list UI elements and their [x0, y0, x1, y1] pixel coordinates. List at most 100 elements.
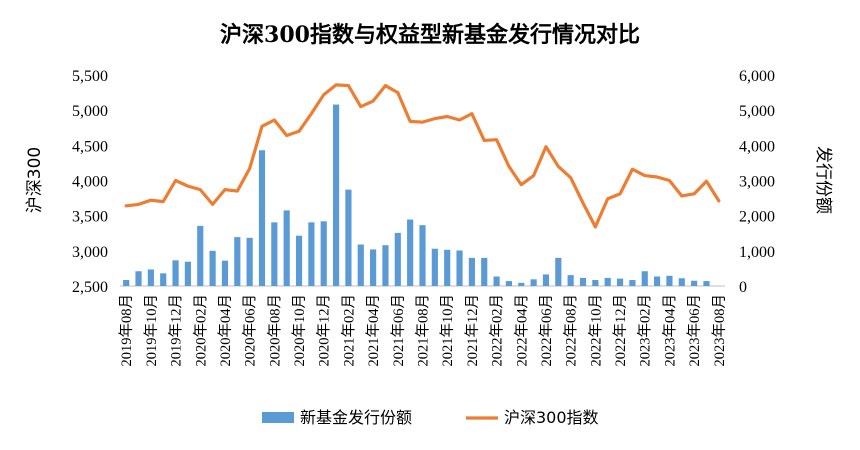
x-tick-label: 2019年10月: [143, 294, 160, 367]
y-right-tick-label: 4,000: [739, 138, 775, 155]
bar: [567, 275, 574, 286]
bar: [629, 280, 636, 286]
bar: [234, 237, 241, 286]
bar: [123, 280, 130, 286]
x-tick-label: 2019年08月: [118, 294, 135, 367]
y-right-axis-title: 发行份额: [813, 146, 833, 214]
x-tick-label: 2020年02月: [192, 294, 209, 367]
bar: [246, 237, 253, 286]
y-right-tick-label: 0: [739, 279, 747, 296]
x-tick-label: 2021年06月: [390, 294, 407, 367]
x-tick-label: 2020年10月: [291, 294, 308, 367]
bar: [691, 280, 698, 286]
bar: [221, 260, 229, 286]
bar: [530, 279, 537, 286]
bar: [209, 250, 216, 286]
x-tick-label: 2022年12月: [612, 294, 629, 367]
bar: [678, 278, 685, 286]
y-left-tick-label: 5,500: [72, 68, 108, 85]
line-layer: [124, 83, 721, 229]
bar: [160, 273, 167, 286]
bar: [147, 269, 154, 286]
x-tick-label: 2019年12月: [168, 294, 185, 367]
bar: [444, 249, 451, 286]
bar: [394, 232, 401, 286]
bar: [295, 235, 303, 286]
y-left-tick-label: 5,000: [72, 103, 108, 120]
bars-layer: [123, 104, 710, 286]
y-left-tick-label: 4,000: [72, 174, 108, 191]
legend-bar-swatch: [262, 412, 294, 423]
x-tick-label: 2023年02月: [637, 294, 654, 367]
bar: [518, 282, 525, 286]
x-tick-label: 2021年12月: [464, 294, 481, 367]
bar: [555, 257, 562, 286]
x-tick-label: 2020年12月: [316, 294, 333, 367]
x-tick-label: 2021年10月: [439, 294, 456, 367]
y-left-tick-label: 3,000: [72, 244, 108, 261]
bar: [542, 274, 550, 286]
bar: [505, 281, 513, 286]
bar: [468, 257, 475, 286]
bar: [654, 276, 661, 286]
y-left-axis-title: 沪深300: [25, 147, 45, 213]
index-line: [124, 83, 721, 229]
bar: [616, 278, 624, 286]
bar: [481, 257, 488, 286]
bar: [271, 222, 278, 286]
bar: [407, 219, 414, 286]
x-tick-label: 2021年08月: [415, 294, 432, 367]
x-tick-label: 2022年04月: [513, 294, 530, 367]
bar: [332, 104, 340, 286]
legend: 新基金发行份额 沪深300指数: [262, 408, 599, 427]
bar: [197, 225, 204, 286]
y-right-tick-label: 3,000: [739, 174, 775, 191]
x-tick-label: 2021年04月: [365, 294, 382, 367]
bar: [703, 281, 710, 286]
y-left-tick-label: 2,500: [72, 279, 108, 296]
x-tick-label: 2022年02月: [489, 294, 506, 367]
bar: [172, 260, 179, 286]
bar: [357, 244, 364, 286]
bar: [431, 248, 438, 286]
legend-line-label: 沪深300指数: [504, 408, 599, 427]
x-tick-label: 2020年04月: [217, 294, 234, 367]
x-tick-label: 2023年08月: [711, 294, 728, 367]
y-left-tick-label: 3,500: [72, 209, 108, 226]
y-left-tick-label: 4,500: [72, 138, 108, 155]
y-right-tick-label: 6,000: [739, 68, 775, 85]
x-tick-label: 2020年08月: [266, 294, 283, 367]
chart-title: 沪深300指数与权益型新基金发行情况对比: [220, 22, 640, 48]
x-tick-label: 2022年10月: [587, 294, 604, 367]
y-right-tick-label: 5,000: [739, 103, 775, 120]
y-right-tick-label: 2,000: [739, 209, 775, 226]
y-right-tick-label: 1,000: [739, 244, 775, 261]
bar: [184, 261, 191, 286]
bar: [579, 277, 587, 286]
bar: [320, 221, 327, 286]
bar: [666, 275, 673, 286]
bar: [493, 276, 500, 286]
bar: [604, 277, 611, 286]
x-tick-label: 2023年06月: [686, 294, 703, 367]
bar: [419, 225, 426, 286]
bar: [258, 150, 266, 286]
legend-bar-label: 新基金发行份额: [300, 408, 412, 427]
bar: [345, 189, 352, 286]
bar: [641, 271, 648, 286]
bar: [135, 271, 142, 286]
x-tick-label: 2020年06月: [242, 294, 259, 367]
x-tick-label: 2021年02月: [340, 294, 357, 367]
bar: [370, 249, 377, 286]
bar: [592, 280, 599, 286]
x-tick-label: 2023年04月: [661, 294, 678, 367]
bar: [382, 245, 389, 286]
bar: [308, 222, 315, 286]
bar: [456, 250, 463, 286]
x-tick-label: 2022年08月: [563, 294, 580, 367]
bar: [283, 210, 290, 286]
ticks-layer: 2,500 3,000 3,500 4,000 4,500 5,000 5,500 0 1,00…: [25, 68, 833, 367]
x-tick-label: 2022年06月: [538, 294, 555, 367]
